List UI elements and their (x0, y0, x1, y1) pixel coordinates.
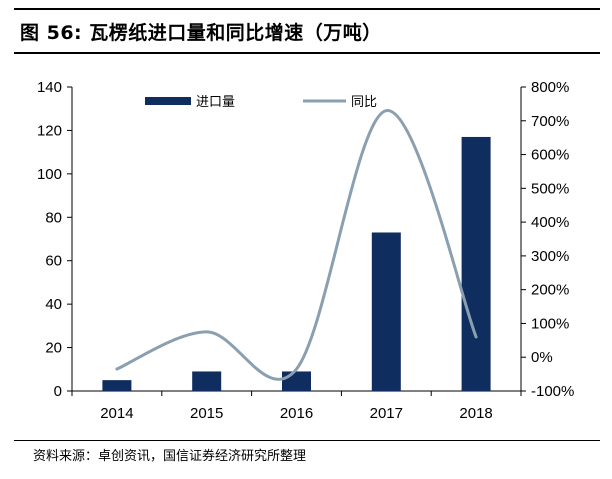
left-tick-label: 60 (45, 253, 62, 270)
left-tick-label: 40 (45, 296, 62, 313)
right-tick-label: 800% (531, 79, 569, 96)
legend-label-import-volume: 进口量 (196, 95, 235, 110)
figure-title: 图 56: 瓦楞纸进口量和同比增速（万吨） (20, 22, 382, 44)
title-bottom-rule (14, 52, 600, 54)
x-tick-label: 2018 (459, 405, 492, 422)
left-tick-label: 140 (37, 79, 62, 96)
bar-import-volume (192, 371, 222, 391)
legend-label-yoy-growth: 同比 (351, 95, 377, 110)
left-tick-label: 80 (45, 209, 62, 226)
right-tick-label: 100% (531, 315, 569, 332)
bar-import-volume (371, 232, 401, 391)
title-top-rule (14, 8, 600, 10)
right-tick-label: 0% (531, 349, 553, 366)
x-tick-label: 2017 (370, 405, 403, 422)
line-yoy-growth (115, 109, 478, 381)
source-rule (14, 440, 600, 441)
left-tick-label: 100 (37, 166, 62, 183)
right-tick-label: 700% (531, 113, 569, 130)
bar-import-volume (461, 136, 491, 391)
bar-import-volume (282, 371, 311, 391)
source-note: 资料来源：卓创资讯，国信证券经济研究所整理 (33, 449, 307, 464)
x-tick-label: 2016 (280, 405, 313, 422)
right-tick-label: 500% (531, 180, 569, 197)
legend-swatch-import-volume (145, 97, 191, 105)
left-tick-label: 120 (37, 122, 62, 139)
right-tick-label: -100% (531, 383, 574, 400)
right-tick-label: 200% (531, 282, 569, 299)
bar-import-volume (102, 380, 132, 391)
right-tick-label: 600% (531, 147, 569, 164)
right-tick-label: 300% (531, 248, 569, 265)
left-tick-label: 0 (54, 383, 62, 400)
left-tick-label: 20 (45, 340, 62, 357)
x-tick-label: 2015 (190, 405, 223, 422)
right-tick-label: 400% (531, 214, 569, 231)
x-tick-label: 2014 (100, 405, 133, 422)
